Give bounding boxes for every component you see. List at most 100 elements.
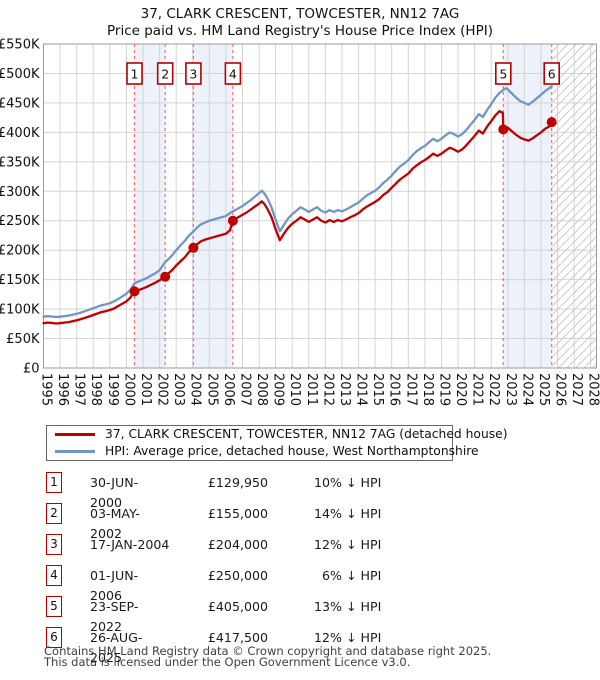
x-axis-tick-label: 2003 [171, 373, 186, 406]
x-axis-tick-label: 1999 [105, 373, 120, 406]
page-subtitle: Price paid vs. HM Land Registry's House … [107, 23, 493, 39]
y-axis-tick-label: £450K [0, 96, 40, 111]
sale-point-marker [129, 286, 140, 297]
y-axis-tick-label: £150K [0, 273, 40, 288]
transaction-row: 1 30-JUN-2000 £129,950 10% ↓ HPI [0, 472, 600, 510]
transaction-hpi-diff: 14% ↓ HPI [314, 506, 382, 521]
transaction-row: 3 17-JAN-2004 £204,000 12% ↓ HPI [0, 534, 600, 556]
copyright-footer: Contains HM Land Registry data © Crown c… [44, 646, 491, 667]
transaction-price: £129,950 [207, 475, 268, 490]
transaction-row: 5 23-SEP-2022 £405,000 13% ↓ HPI [0, 596, 600, 634]
x-axis-tick-label: 2013 [337, 373, 352, 406]
x-axis-tick-label: 2023 [503, 373, 518, 406]
y-axis-tick-label: £200K [0, 244, 40, 259]
x-axis-tick-label: 2006 [221, 373, 236, 406]
x-axis-tick-label: 2009 [271, 373, 286, 406]
y-axis-tick-label: £250K [0, 214, 40, 229]
transaction-date: 23-SEP-2022 [90, 599, 139, 634]
x-axis-tick-label: 1997 [72, 373, 87, 406]
sale-number-box [543, 62, 561, 85]
sale-number-box [126, 62, 143, 85]
transaction-number-box: 6 [46, 627, 62, 648]
x-axis-tick-label: 1998 [88, 373, 103, 406]
transaction-price: £405,000 [207, 599, 268, 614]
sale-point-marker [546, 117, 557, 128]
legend-label: HPI: Average price, detached house, West… [105, 444, 479, 458]
legend-item-hpi: HPI: Average price, detached house, West… [47, 443, 479, 460]
transaction-date: 03-MAY-2002 [90, 506, 140, 541]
hpi-line-sample [55, 450, 95, 453]
transaction-number-box: 1 [46, 472, 62, 493]
sale-point-marker [160, 271, 171, 282]
x-axis-tick-label: 2005 [204, 373, 219, 406]
x-axis-tick-label: 2026 [553, 373, 568, 406]
sale-point-marker [227, 215, 238, 226]
x-axis-tick-label: 2027 [569, 373, 584, 406]
x-axis-tick-label: 2012 [320, 373, 335, 406]
sale-number-label: 5 [499, 67, 507, 82]
transaction-hpi-diff: 12% ↓ HPI [314, 630, 382, 645]
x-axis-tick-label: 2028 [586, 373, 600, 406]
transaction-hpi-diff: 13% ↓ HPI [314, 599, 382, 614]
y-axis-tick-label: £350K [0, 155, 40, 170]
transaction-date: 01-JUN-2006 [90, 568, 139, 603]
x-axis-tick-label: 2011 [304, 373, 319, 406]
transaction-price: £155,000 [207, 506, 268, 521]
x-axis-tick-label: 2022 [486, 373, 501, 406]
x-axis-tick-label: 2000 [121, 373, 136, 406]
sale-number-label: 2 [161, 67, 169, 82]
x-axis-tick-label: 2002 [155, 373, 170, 406]
ownership-band [193, 44, 233, 368]
legend-label: 37, CLARK CRESCENT, TOWCESTER, NN12 7AG … [105, 427, 508, 441]
y-axis-tick-label: £300K [0, 185, 40, 200]
x-axis-tick-label: 2020 [453, 373, 468, 406]
transaction-hpi-diff: 6% ↓ HPI [322, 568, 382, 583]
x-axis-tick-label: 2001 [138, 373, 153, 406]
transaction-hpi-diff: 10% ↓ HPI [314, 475, 382, 490]
property-line-sample [55, 433, 95, 436]
transaction-date: 17-JAN-2004 [90, 537, 170, 552]
transaction-number-box: 3 [46, 534, 62, 555]
x-axis-tick-label: 1995 [39, 373, 54, 406]
y-axis-tick-label: £400K [0, 126, 40, 141]
x-axis-tick-label: 2014 [354, 373, 369, 406]
chart-legend: 37, CLARK CRESCENT, TOWCESTER, NN12 7AG … [46, 425, 508, 461]
transaction-price: £417,500 [207, 630, 268, 645]
sale-number-box [156, 62, 174, 85]
ownership-band [503, 44, 552, 368]
transaction-hpi-diff: 12% ↓ HPI [314, 537, 382, 552]
property-price-line [42, 110, 553, 325]
transaction-row: 6 26-AUG-2025 £417,500 12% ↓ HPI [0, 627, 600, 665]
x-axis-tick-label: 2018 [420, 373, 435, 406]
legend-item-property: 37, CLARK CRESCENT, TOWCESTER, NN12 7AG … [47, 426, 508, 443]
transaction-date: 26-AUG-2025 [90, 630, 143, 665]
y-axis-tick-label: £50K [6, 332, 40, 347]
transaction-price: £250,000 [207, 568, 268, 583]
sale-number-box [224, 62, 242, 85]
x-axis-tick-label: 2017 [403, 373, 418, 406]
sale-number-label: 4 [229, 67, 237, 82]
transaction-number-box: 5 [46, 596, 62, 617]
x-axis-tick-label: 2008 [254, 373, 269, 406]
page-title: 37, CLARK CRESCENT, TOWCESTER, NN12 7AG [140, 6, 460, 22]
y-axis-tick-label: £500K [0, 67, 40, 82]
sale-number-box [494, 62, 512, 85]
price-history-chart: 1 2 3 4 5 6 £0 £50K £100K £150K £200K £250K £300K £35… [0, 38, 600, 407]
x-axis-tick-label: 2021 [470, 373, 485, 406]
future-hatch-region [551, 44, 597, 368]
x-axis-tick-label: 2010 [287, 373, 302, 406]
sale-number-label: 1 [131, 67, 139, 82]
sale-point-marker [498, 124, 509, 135]
y-axis-tick-label: £100K [0, 303, 40, 318]
footer-line-1: Contains HM Land Registry data © Crown c… [44, 644, 492, 658]
sale-number-label: 3 [189, 67, 197, 82]
x-axis-tick-label: 2007 [238, 373, 253, 406]
y-axis-tick-label: £0 [23, 362, 40, 377]
transaction-date: 30-JUN-2000 [90, 475, 139, 510]
y-axis-tick-label: £550K [0, 38, 40, 53]
footer-line-2: This data is licensed under the Open Gov… [44, 654, 411, 669]
x-axis-tick-label: 2015 [370, 373, 385, 406]
x-axis-tick-label: 1996 [55, 373, 70, 406]
sale-number-label: 6 [548, 67, 556, 82]
